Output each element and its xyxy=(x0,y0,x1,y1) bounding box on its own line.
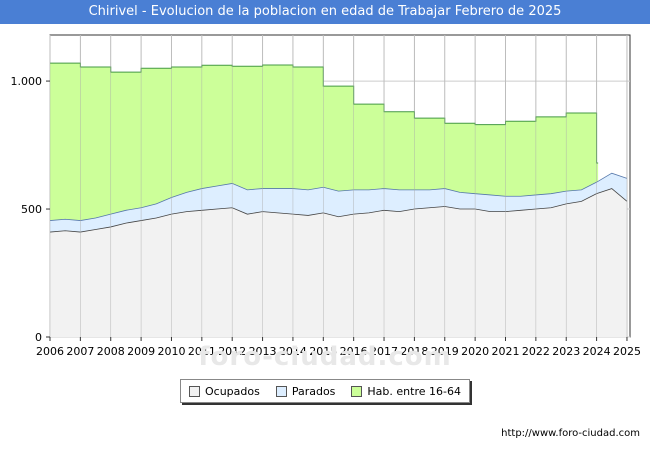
legend-item-habitantes: Hab. entre 16-64 xyxy=(351,385,461,398)
legend-item-parados: Parados xyxy=(275,384,336,398)
x-tick-label-2018: 2018 xyxy=(400,345,428,358)
watermark-text: foro-ciudad.com xyxy=(198,342,452,372)
x-tick-label-2021: 2021 xyxy=(491,345,519,358)
y-tick-label-500: 500 xyxy=(21,203,42,216)
legend-item-ocupados: Ocupados xyxy=(188,384,260,398)
x-tick-label-2006: 2006 xyxy=(36,345,64,358)
source-link[interactable]: http://www.foro-ciudad.com xyxy=(501,428,640,439)
x-tick-label-2009: 2009 xyxy=(127,345,155,358)
x-tick-label-2015: 2015 xyxy=(309,345,337,358)
line-ocupados xyxy=(49,188,628,233)
y-tick-label-0: 0 xyxy=(35,331,42,344)
chart-title: Chirivel - Evolucion de la poblacion en … xyxy=(0,0,650,24)
x-tick-label-2013: 2013 xyxy=(249,345,277,358)
area-ocupados xyxy=(50,188,627,337)
legend-label-habitantes: Hab. entre 16-64 xyxy=(367,384,461,398)
x-tick-label-2019: 2019 xyxy=(431,345,459,358)
line-habitantes xyxy=(50,62,599,164)
legend: Ocupados Parados Hab. entre 16-64 xyxy=(180,379,470,403)
x-tick-label-2024: 2024 xyxy=(583,345,611,358)
x-tick-label-2007: 2007 xyxy=(66,345,94,358)
x-tick-label-2023: 2023 xyxy=(552,345,580,358)
legend-label-ocupados: Ocupados xyxy=(204,384,260,398)
x-tick-label-2008: 2008 xyxy=(97,345,125,358)
x-tick-label-2022: 2022 xyxy=(522,345,550,358)
legend-swatch-parados xyxy=(275,385,287,397)
x-tick-label-2025: 2025 xyxy=(613,345,641,358)
x-tick-label-2012: 2012 xyxy=(218,345,246,358)
x-tick-label-2020: 2020 xyxy=(461,345,489,358)
x-tick-label-2011: 2011 xyxy=(188,345,216,358)
legend-swatch-habitantes xyxy=(351,385,363,397)
legend-label-parados: Parados xyxy=(291,384,336,398)
legend-swatch-ocupados xyxy=(188,385,200,397)
line-parados xyxy=(49,172,628,221)
x-tick-label-2016: 2016 xyxy=(340,345,368,358)
x-tick-label-2014: 2014 xyxy=(279,345,307,358)
x-tick-label-2010: 2010 xyxy=(157,345,185,358)
x-tick-label-2017: 2017 xyxy=(370,345,398,358)
y-tick-label-1000: 1.000 xyxy=(11,75,43,88)
